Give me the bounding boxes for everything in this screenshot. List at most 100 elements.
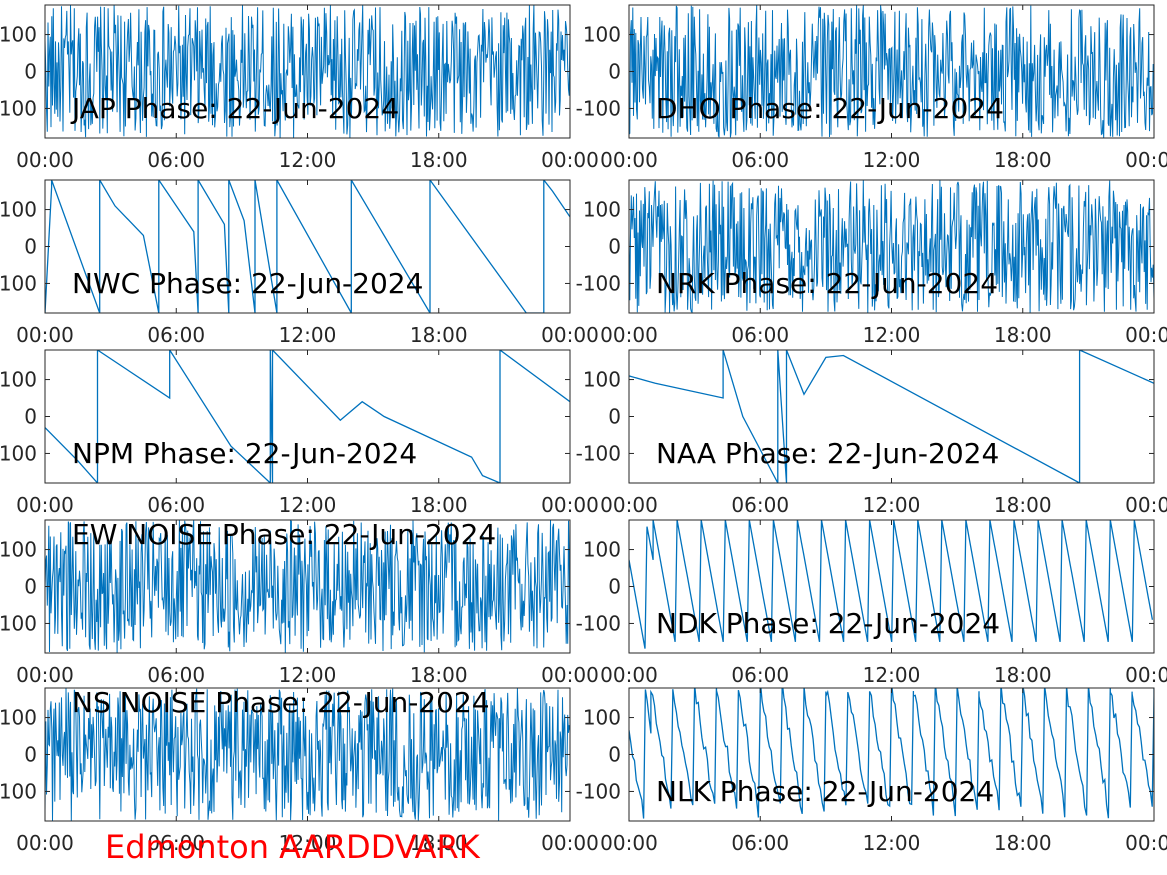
y-tick-label: 0 [24, 575, 37, 599]
series-line [629, 5, 1154, 138]
x-tick-label: 18:00 [410, 493, 468, 517]
y-tick-label: -100 [0, 441, 37, 465]
x-tick-label: 00:00 [16, 148, 74, 172]
x-tick-label: 00:00 [541, 323, 599, 347]
y-tick-label: 0 [24, 743, 37, 767]
y-tick-label: -100 [0, 611, 37, 635]
y-tick-label: 100 [583, 368, 621, 392]
x-tick-label: 18:00 [994, 831, 1052, 855]
chart-ns-noise: -100 0 100 00:00 06:00 12:00 18:00 00:00 NS NOIS… [0, 686, 599, 855]
x-tick-label: 12:00 [863, 831, 921, 855]
y-tick-label: 100 [583, 538, 621, 562]
x-tick-label: 12:00 [863, 323, 921, 347]
x-tick-label: 00:00 [600, 663, 658, 687]
y-tick-label: -100 [576, 96, 621, 120]
x-tick-label: 00:00 [541, 148, 599, 172]
x-tick-label: 00:00 [600, 148, 658, 172]
chart-ew-noise: -100 0 100 00:00 06:00 12:00 18:00 00:00 EW NOIS… [0, 518, 599, 687]
x-tick-label: 06:00 [147, 831, 205, 855]
chart-title: NAA Phase: 22-Jun-2024 [656, 437, 999, 470]
chart-title: NS NOISE Phase: 22-Jun-2024 [72, 686, 490, 719]
y-tick-label: -100 [576, 271, 621, 295]
y-tick-label: 0 [24, 405, 37, 429]
x-tick-label: 12:00 [279, 831, 337, 855]
x-tick-label: 00:00 [1125, 148, 1167, 172]
x-tick-label: 06:00 [147, 323, 205, 347]
chart-title: NPM Phase: 22-Jun-2024 [72, 437, 417, 470]
x-tick-label: 00:00 [600, 831, 658, 855]
y-tick-label: 0 [24, 60, 37, 84]
chart-ndk: -100 0 100 00:00 06:00 12:00 18:00 00:00 NDK Pha… [576, 519, 1167, 687]
y-tick-label: -100 [576, 779, 621, 803]
x-tick-label: 12:00 [279, 663, 337, 687]
y-tick-label: 100 [0, 706, 37, 730]
y-tick-label: 100 [0, 368, 37, 392]
chart-nrk: -100 0 100 00:00 06:00 12:00 18:00 00:00 NRK Pha… [576, 179, 1167, 347]
x-tick-label: 06:00 [731, 663, 789, 687]
x-tick-label: 00:00 [1125, 323, 1167, 347]
y-tick-label: 100 [0, 538, 37, 562]
x-tick-label: 00:00 [1125, 493, 1167, 517]
y-tick-label: 100 [0, 23, 37, 47]
y-tick-label: 100 [583, 706, 621, 730]
series-line [45, 5, 570, 138]
y-tick-label: -100 [0, 779, 37, 803]
x-tick-label: 12:00 [863, 493, 921, 517]
series-line [629, 350, 1154, 483]
series-line [45, 520, 570, 653]
x-tick-label: 00:00 [600, 323, 658, 347]
x-tick-label: 06:00 [147, 148, 205, 172]
station-footer: Edmonton AARDDVARK [105, 828, 480, 866]
x-tick-label: 12:00 [279, 148, 337, 172]
y-tick-label: 0 [24, 235, 37, 259]
x-tick-label: 18:00 [410, 148, 468, 172]
y-tick-label: -100 [0, 271, 37, 295]
series-line [45, 180, 570, 313]
chart-title: EW NOISE Phase: 22-Jun-2024 [72, 518, 496, 551]
chart-nlk: -100 0 100 00:00 06:00 12:00 18:00 00:00 NLK Pha… [576, 687, 1167, 855]
x-tick-label: 18:00 [994, 148, 1052, 172]
y-tick-label: 0 [608, 405, 621, 429]
x-tick-label: 00:00 [541, 831, 599, 855]
x-tick-label: 00:00 [16, 663, 74, 687]
x-tick-label: 00:00 [541, 663, 599, 687]
y-tick-label: -100 [576, 611, 621, 635]
y-tick-label: 0 [608, 743, 621, 767]
x-tick-label: 06:00 [731, 148, 789, 172]
x-tick-label: 00:00 [1125, 831, 1167, 855]
series-line [45, 350, 570, 483]
x-tick-label: 06:00 [731, 831, 789, 855]
x-tick-label: 18:00 [994, 493, 1052, 517]
x-tick-label: 00:00 [16, 323, 74, 347]
y-tick-label: 100 [583, 198, 621, 222]
x-tick-label: 06:00 [731, 493, 789, 517]
x-tick-label: 18:00 [410, 323, 468, 347]
series-line [629, 688, 1154, 819]
chart-title: NLK Phase: 22-Jun-2024 [656, 775, 994, 808]
series-line [45, 688, 570, 821]
x-tick-label: 00:00 [541, 493, 599, 517]
x-tick-label: 18:00 [410, 831, 468, 855]
chart-npm: -100 0 100 00:00 06:00 12:00 18:00 00:00 NPM Pha… [0, 349, 599, 517]
x-tick-label: 06:00 [147, 663, 205, 687]
y-tick-label: 0 [608, 575, 621, 599]
x-tick-label: 00:00 [16, 831, 74, 855]
chart-title: NRK Phase: 22-Jun-2024 [656, 267, 998, 300]
y-tick-label: 0 [608, 60, 621, 84]
chart-naa: -100 0 100 00:00 06:00 12:00 18:00 00:00 NAA Pha… [576, 349, 1167, 517]
chart-title: DHO Phase: 22-Jun-2024 [656, 92, 1004, 125]
x-tick-label: 12:00 [279, 323, 337, 347]
series-line [629, 180, 1154, 313]
x-tick-label: 06:00 [731, 323, 789, 347]
chart-dho: -100 0 100 00:00 06:00 12:00 18:00 00:00 DHO Pha… [576, 4, 1167, 172]
y-tick-label: 0 [608, 235, 621, 259]
chart-title: NWC Phase: 22-Jun-2024 [72, 267, 423, 300]
x-tick-label: 00:00 [16, 493, 74, 517]
x-tick-label: 06:00 [147, 493, 205, 517]
chart-nwc: -100 0 100 00:00 06:00 12:00 18:00 00:00 NWC Pha… [0, 179, 599, 347]
y-tick-label: -100 [576, 441, 621, 465]
x-tick-label: 12:00 [863, 663, 921, 687]
x-tick-label: 12:00 [279, 493, 337, 517]
x-tick-label: 00:00 [1125, 663, 1167, 687]
